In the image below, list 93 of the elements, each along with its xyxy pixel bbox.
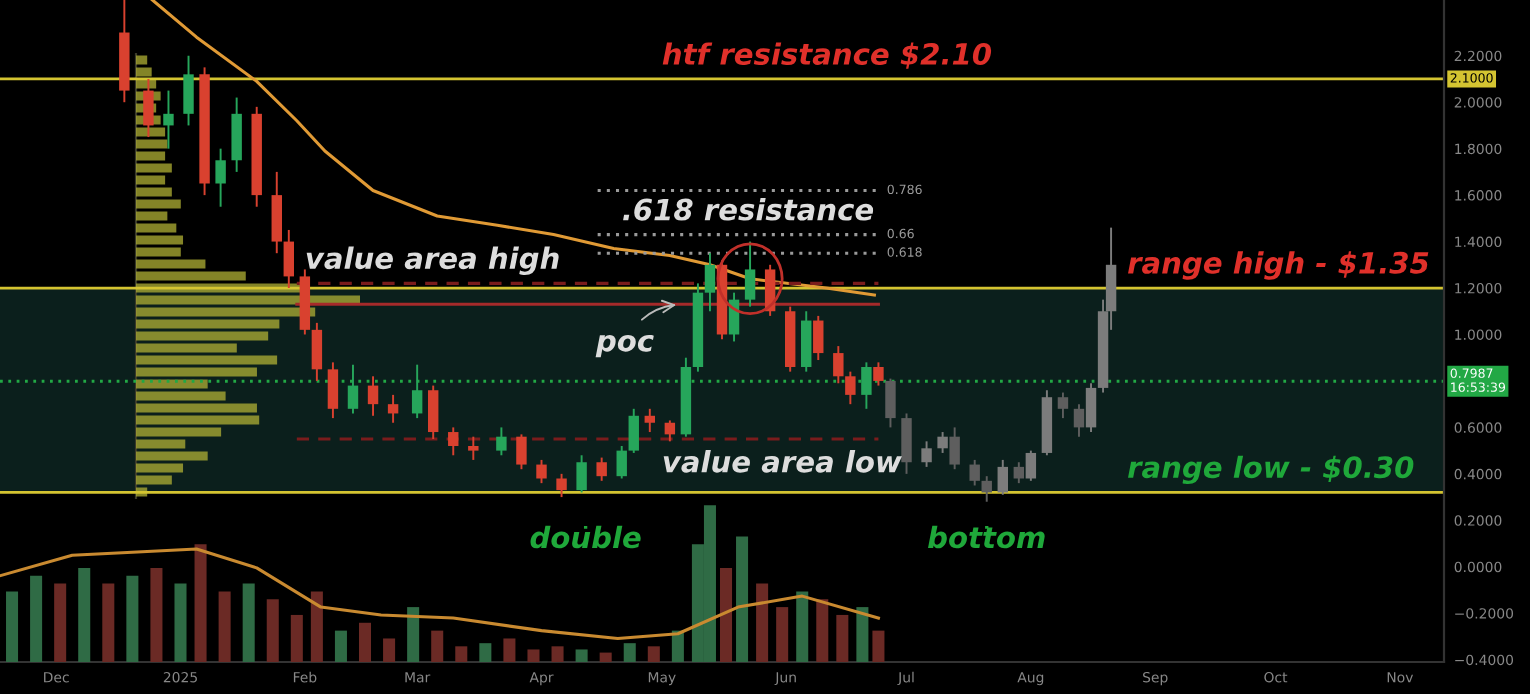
bar bbox=[126, 575, 139, 662]
annotation: value area low bbox=[663, 450, 902, 473]
bar bbox=[266, 599, 279, 662]
annotation: htf resistance $2.10 bbox=[662, 42, 992, 69]
candlestick bbox=[861, 361, 872, 410]
candlestick bbox=[937, 431, 948, 454]
bar bbox=[836, 614, 849, 662]
annotation: double bbox=[530, 525, 641, 549]
candlestick bbox=[367, 375, 379, 417]
candlestick bbox=[664, 419, 676, 443]
bar bbox=[796, 591, 809, 662]
bar bbox=[150, 567, 163, 662]
candlestick bbox=[536, 458, 547, 485]
candlestick bbox=[949, 426, 960, 471]
bar bbox=[102, 583, 115, 662]
bar bbox=[358, 622, 372, 662]
candlestick bbox=[183, 54, 194, 127]
candlestick bbox=[556, 472, 567, 499]
candlestick bbox=[628, 407, 639, 454]
candlestick bbox=[347, 363, 359, 415]
candlestick bbox=[468, 435, 479, 461]
candlestick bbox=[801, 310, 812, 373]
bar bbox=[623, 643, 636, 662]
bar bbox=[407, 607, 420, 662]
candlestick bbox=[644, 407, 656, 434]
bar bbox=[856, 607, 869, 662]
bar bbox=[776, 607, 789, 662]
bar bbox=[383, 638, 396, 662]
candlestick bbox=[616, 445, 627, 480]
bar bbox=[527, 649, 540, 662]
bar bbox=[431, 630, 444, 662]
candlestick bbox=[283, 228, 295, 289]
candlestick bbox=[143, 78, 154, 139]
bar bbox=[479, 643, 492, 662]
bar bbox=[30, 575, 43, 662]
bar bbox=[599, 652, 612, 662]
candlestick bbox=[327, 361, 339, 420]
candlestick bbox=[845, 370, 856, 406]
candlestick bbox=[885, 377, 896, 429]
annotation: value area high bbox=[306, 246, 559, 276]
candlestick bbox=[411, 363, 423, 420]
bar bbox=[551, 646, 564, 662]
candlestick bbox=[873, 361, 884, 387]
candlestick bbox=[921, 440, 932, 468]
annotation: range high - $1.35 bbox=[1128, 251, 1429, 280]
candlestick bbox=[901, 412, 912, 475]
candlestick bbox=[576, 454, 587, 494]
candlestick bbox=[833, 345, 844, 385]
bar bbox=[736, 536, 749, 662]
candlestick bbox=[1073, 403, 1085, 438]
bar bbox=[647, 646, 660, 662]
bar bbox=[455, 646, 468, 662]
candlestick bbox=[981, 475, 992, 503]
bar bbox=[503, 638, 516, 662]
candlestick bbox=[1013, 461, 1025, 485]
candlestick bbox=[271, 170, 282, 255]
candlestick bbox=[1085, 382, 1097, 434]
candlestick bbox=[311, 321, 323, 382]
bar bbox=[242, 583, 255, 662]
candlestick bbox=[516, 433, 527, 471]
bar bbox=[78, 567, 91, 662]
bar bbox=[218, 591, 231, 662]
candlestick bbox=[813, 314, 824, 362]
candlestick bbox=[704, 252, 716, 313]
annotation: poc bbox=[595, 334, 654, 358]
candlestick bbox=[1057, 391, 1069, 420]
bar bbox=[575, 649, 588, 662]
bar bbox=[872, 630, 885, 662]
annotation: bottom bbox=[928, 525, 1045, 549]
candlestick bbox=[163, 89, 174, 150]
candlestick bbox=[448, 426, 459, 457]
candlestick bbox=[231, 96, 242, 173]
bar bbox=[290, 614, 303, 662]
candlestick bbox=[1025, 449, 1037, 482]
bar bbox=[54, 583, 67, 662]
candlestick bbox=[969, 458, 980, 487]
bar bbox=[334, 630, 347, 662]
bar bbox=[756, 583, 769, 662]
candlestick bbox=[427, 384, 439, 440]
bar bbox=[816, 599, 829, 662]
candlestick bbox=[596, 456, 607, 482]
annotation: range low - $0.30 bbox=[1128, 455, 1414, 485]
bar bbox=[174, 583, 187, 662]
candlestick bbox=[744, 240, 756, 308]
candlestick bbox=[496, 426, 507, 457]
bar bbox=[310, 591, 323, 662]
bar bbox=[6, 591, 19, 662]
annotation: .618 resistance bbox=[623, 198, 874, 221]
candlestick bbox=[387, 393, 399, 424]
candlestick bbox=[215, 147, 226, 208]
bar bbox=[719, 567, 733, 662]
candlestick bbox=[997, 458, 1008, 496]
bar bbox=[194, 544, 207, 662]
